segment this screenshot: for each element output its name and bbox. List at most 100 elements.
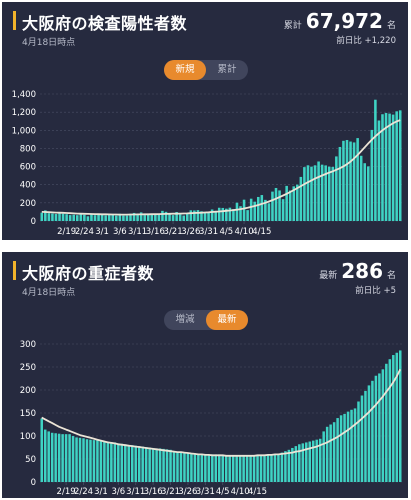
bar (96, 440, 99, 482)
bar (278, 190, 281, 221)
bar (137, 446, 141, 482)
bar (104, 215, 107, 221)
bar (71, 436, 75, 482)
bar (313, 165, 317, 221)
bar (281, 199, 285, 221)
bar (150, 214, 154, 221)
bar (82, 438, 85, 482)
bar (367, 385, 371, 482)
bar (182, 215, 186, 221)
toggle-new[interactable]: 新規 (164, 60, 206, 80)
bar (291, 447, 294, 482)
bar (308, 441, 312, 482)
y-tick-label: 50 (25, 455, 36, 465)
bar (64, 434, 68, 482)
bar (332, 422, 336, 482)
bar (392, 355, 395, 482)
bar (189, 210, 193, 221)
bar (175, 212, 178, 221)
bar (100, 214, 104, 221)
bar (89, 439, 92, 482)
bar (253, 201, 256, 221)
bar (179, 452, 183, 482)
bar (399, 350, 402, 482)
total-label: 累計 (283, 21, 302, 31)
toggle-change[interactable]: 増減 (175, 314, 195, 325)
bar (239, 206, 242, 221)
latest-unit: 名 (386, 271, 396, 281)
bar (292, 186, 296, 221)
bar (65, 214, 68, 221)
bar (214, 211, 217, 221)
positive-cases-chart: 0 200 400 600 800 1,000 1,200 1,400 2/192/24 3/1 3… (12, 90, 402, 237)
bar (374, 99, 377, 221)
bar (336, 418, 339, 482)
bar (303, 167, 306, 221)
bar (178, 214, 182, 221)
bar (54, 433, 57, 482)
bar (186, 453, 190, 482)
bar (211, 454, 214, 482)
toggle-latest[interactable]: 最新 (206, 310, 248, 330)
x-tick-label: 3/1 (94, 487, 108, 497)
bar (242, 455, 245, 482)
bar (245, 455, 249, 482)
x-tick-label: 3/26 (178, 487, 197, 497)
bar (86, 216, 90, 221)
bar (143, 215, 146, 221)
bar (204, 453, 207, 482)
y-tick-label: 150 (20, 409, 36, 419)
bar (266, 454, 270, 482)
bar (221, 454, 224, 482)
bar (231, 455, 235, 482)
average-line (41, 119, 401, 216)
bar (172, 451, 176, 482)
bar (349, 141, 352, 221)
bar (61, 434, 64, 482)
view-toggle: 新規 累計 (164, 60, 248, 80)
bar (40, 212, 44, 221)
bar (155, 448, 158, 482)
panel-title: 大阪府の検査陽性者数 (22, 14, 188, 33)
bar (311, 440, 315, 482)
bar (190, 453, 193, 482)
x-tick-label: 3/16 (146, 227, 165, 237)
bar (299, 176, 303, 221)
bar (169, 449, 172, 482)
bar (99, 440, 103, 482)
bar (54, 214, 58, 221)
bar (217, 207, 221, 221)
bar (161, 210, 164, 221)
bar (47, 431, 50, 482)
as-of-date: 4月18日時点 (22, 288, 76, 298)
bar (339, 415, 343, 482)
bar (273, 454, 277, 482)
bar (68, 215, 72, 221)
bar (338, 146, 342, 221)
bar (343, 413, 346, 482)
bar (47, 213, 51, 221)
x-tick-label: 2/24 (74, 487, 93, 497)
bar (277, 453, 280, 482)
bar (271, 191, 274, 221)
x-tick-label: 3/1 (95, 227, 109, 237)
x-tick-label: 3/11 (126, 487, 145, 497)
bar (115, 215, 118, 221)
bar (238, 455, 242, 482)
bar (325, 426, 329, 482)
bar (125, 215, 129, 221)
bar (371, 380, 374, 482)
bar (395, 352, 399, 482)
toggle-cumulative[interactable]: 累計 (217, 64, 237, 75)
bar (357, 401, 360, 482)
bar (385, 363, 388, 482)
bar (164, 211, 168, 221)
bar (274, 187, 278, 221)
bar (252, 455, 256, 482)
y-tick-label: 200 (20, 386, 36, 396)
bar (203, 212, 207, 221)
x-tick-label: 2/19 (57, 227, 76, 237)
bar (345, 139, 349, 221)
bar (259, 455, 263, 482)
bar (235, 202, 239, 221)
